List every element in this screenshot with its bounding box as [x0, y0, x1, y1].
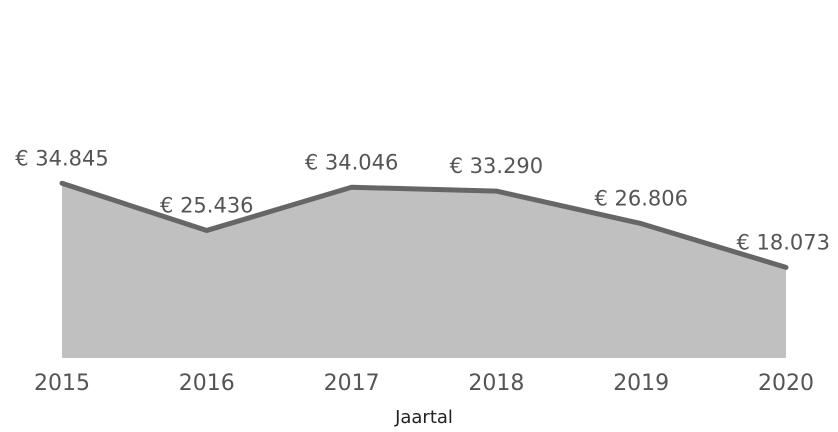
- x-tick-label: 2017: [324, 371, 380, 396]
- value-label: € 18.073: [736, 230, 830, 254]
- line: [59, 180, 789, 270]
- area: [62, 183, 786, 358]
- value-label: € 33.290: [450, 154, 544, 178]
- value-label: € 34.046: [305, 150, 399, 174]
- x-tick-label: 2019: [613, 371, 669, 396]
- x-axis-title: Jaartal: [394, 407, 453, 428]
- x-tick-label: 2018: [468, 371, 524, 396]
- x-tick-label: 2020: [758, 371, 814, 396]
- x-tick-label: 2015: [34, 371, 90, 396]
- value-label: € 26.806: [594, 187, 688, 211]
- x-tick-label: 2016: [179, 371, 235, 396]
- value-label: € 25.436: [160, 193, 254, 217]
- value-label: € 34.845: [15, 146, 109, 170]
